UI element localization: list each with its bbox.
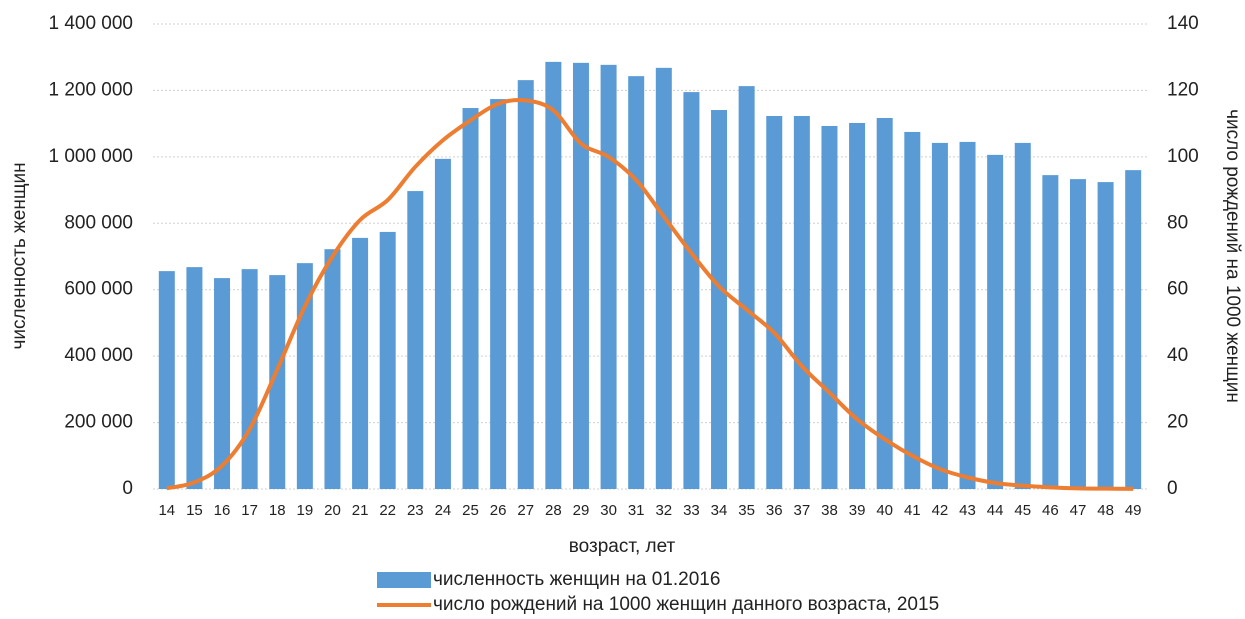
- x-axis-label: возраст, лет: [569, 536, 676, 557]
- x-tick-label: 19: [297, 502, 314, 519]
- bar: [214, 278, 231, 489]
- x-tick-label: 48: [1097, 502, 1114, 519]
- bar: [1125, 170, 1142, 489]
- x-tick-label: 14: [158, 502, 175, 519]
- bar: [241, 269, 258, 489]
- bar: [352, 237, 369, 489]
- x-tick-label: 47: [1070, 502, 1087, 519]
- x-tick-label: 34: [711, 502, 728, 519]
- bar: [876, 117, 893, 489]
- x-tick-label: 46: [1042, 502, 1059, 519]
- bar: [655, 67, 672, 489]
- bar: [1014, 142, 1031, 489]
- bar: [517, 80, 534, 489]
- bar: [931, 142, 948, 489]
- bar: [572, 62, 589, 489]
- line: [166, 97, 1134, 491]
- y-tick-label: 800 000: [64, 212, 133, 233]
- bar: [1042, 175, 1059, 489]
- x-tick-label: 49: [1125, 502, 1142, 519]
- bar: [821, 125, 838, 489]
- x-tick-label: 16: [214, 502, 231, 519]
- x-tick-label: 21: [352, 502, 369, 519]
- bar: [1097, 182, 1114, 489]
- x-tick-label: 42: [932, 502, 949, 519]
- y2-tick-label: 40: [1167, 345, 1188, 366]
- x-tick-label: 27: [517, 502, 534, 519]
- bar: [849, 122, 866, 489]
- y-tick-label: 1 400 000: [48, 13, 133, 34]
- y-tick-label: 600 000: [64, 279, 133, 300]
- y-tick-label: 1 200 000: [48, 79, 133, 100]
- y2-tick-label: 140: [1167, 13, 1199, 34]
- legend-swatch: [377, 572, 431, 588]
- x-tick-label: 33: [683, 502, 700, 519]
- y2-tick-label: 0: [1167, 478, 1178, 499]
- x-tick-label: 35: [738, 502, 755, 519]
- x-tick-label: 20: [324, 502, 341, 519]
- x-tick-label: 36: [766, 502, 783, 519]
- y2-tick-label: 80: [1167, 212, 1188, 233]
- y2-axis-label: число рождений на 1000 женщин: [1222, 109, 1243, 403]
- x-tick-label: 39: [849, 502, 866, 519]
- bar: [407, 191, 424, 489]
- y2-tick-label: 100: [1167, 146, 1199, 167]
- y2-tick-label: 60: [1167, 279, 1188, 300]
- x-tick-label: 26: [490, 502, 507, 519]
- y-tick-label: 200 000: [64, 412, 133, 433]
- bar: [987, 154, 1004, 489]
- bar: [1069, 179, 1086, 489]
- x-tick-label: 31: [628, 502, 645, 519]
- x-tick-label: 32: [655, 502, 672, 519]
- bar: [600, 64, 617, 489]
- bar: [462, 108, 479, 490]
- x-tick-label: 23: [407, 502, 424, 519]
- bar: [324, 249, 341, 489]
- x-tick-label: 28: [545, 502, 562, 519]
- bar: [269, 275, 286, 489]
- bar: [766, 116, 783, 489]
- bar: [186, 267, 203, 489]
- bar: [628, 76, 645, 490]
- bar: [379, 231, 396, 489]
- x-tick-label: 37: [794, 502, 811, 519]
- legend-label: число рождений на 1000 женщин данного во…: [433, 594, 939, 615]
- x-tick-label: 45: [1014, 502, 1031, 519]
- y-tick-label: 0: [122, 478, 133, 499]
- y2-tick-label: 20: [1167, 412, 1188, 433]
- bar: [545, 61, 562, 489]
- x-tick-label: 17: [241, 502, 258, 519]
- y2-tick-label: 120: [1167, 79, 1199, 100]
- bar: [793, 116, 810, 489]
- bar: [959, 141, 976, 490]
- x-tick-label: 22: [379, 502, 396, 519]
- bar: [158, 271, 175, 489]
- x-tick-label: 38: [821, 502, 838, 519]
- x-tick-label: 44: [987, 502, 1004, 519]
- y-tick-label: 400 000: [64, 345, 133, 366]
- bar: [434, 158, 451, 489]
- x-tick-label: 41: [904, 502, 921, 519]
- bar: [711, 110, 728, 490]
- bar: [490, 99, 507, 490]
- y-axis-label: численность женщин: [9, 162, 30, 349]
- bar: [683, 92, 700, 489]
- x-tick-label: 15: [186, 502, 203, 519]
- x-tick-label: 29: [573, 502, 590, 519]
- bar: [904, 131, 921, 490]
- x-tick-label: 25: [462, 502, 479, 519]
- x-tick-label: 30: [600, 502, 617, 519]
- x-tick-label: 24: [435, 502, 452, 519]
- legend-label: численность женщин на 01.2016: [433, 569, 720, 590]
- x-tick-label: 18: [269, 502, 286, 519]
- y-tick-label: 1 000 000: [48, 146, 133, 167]
- x-tick-label: 43: [959, 502, 976, 519]
- bar: [738, 86, 755, 489]
- x-tick-label: 40: [876, 502, 893, 519]
